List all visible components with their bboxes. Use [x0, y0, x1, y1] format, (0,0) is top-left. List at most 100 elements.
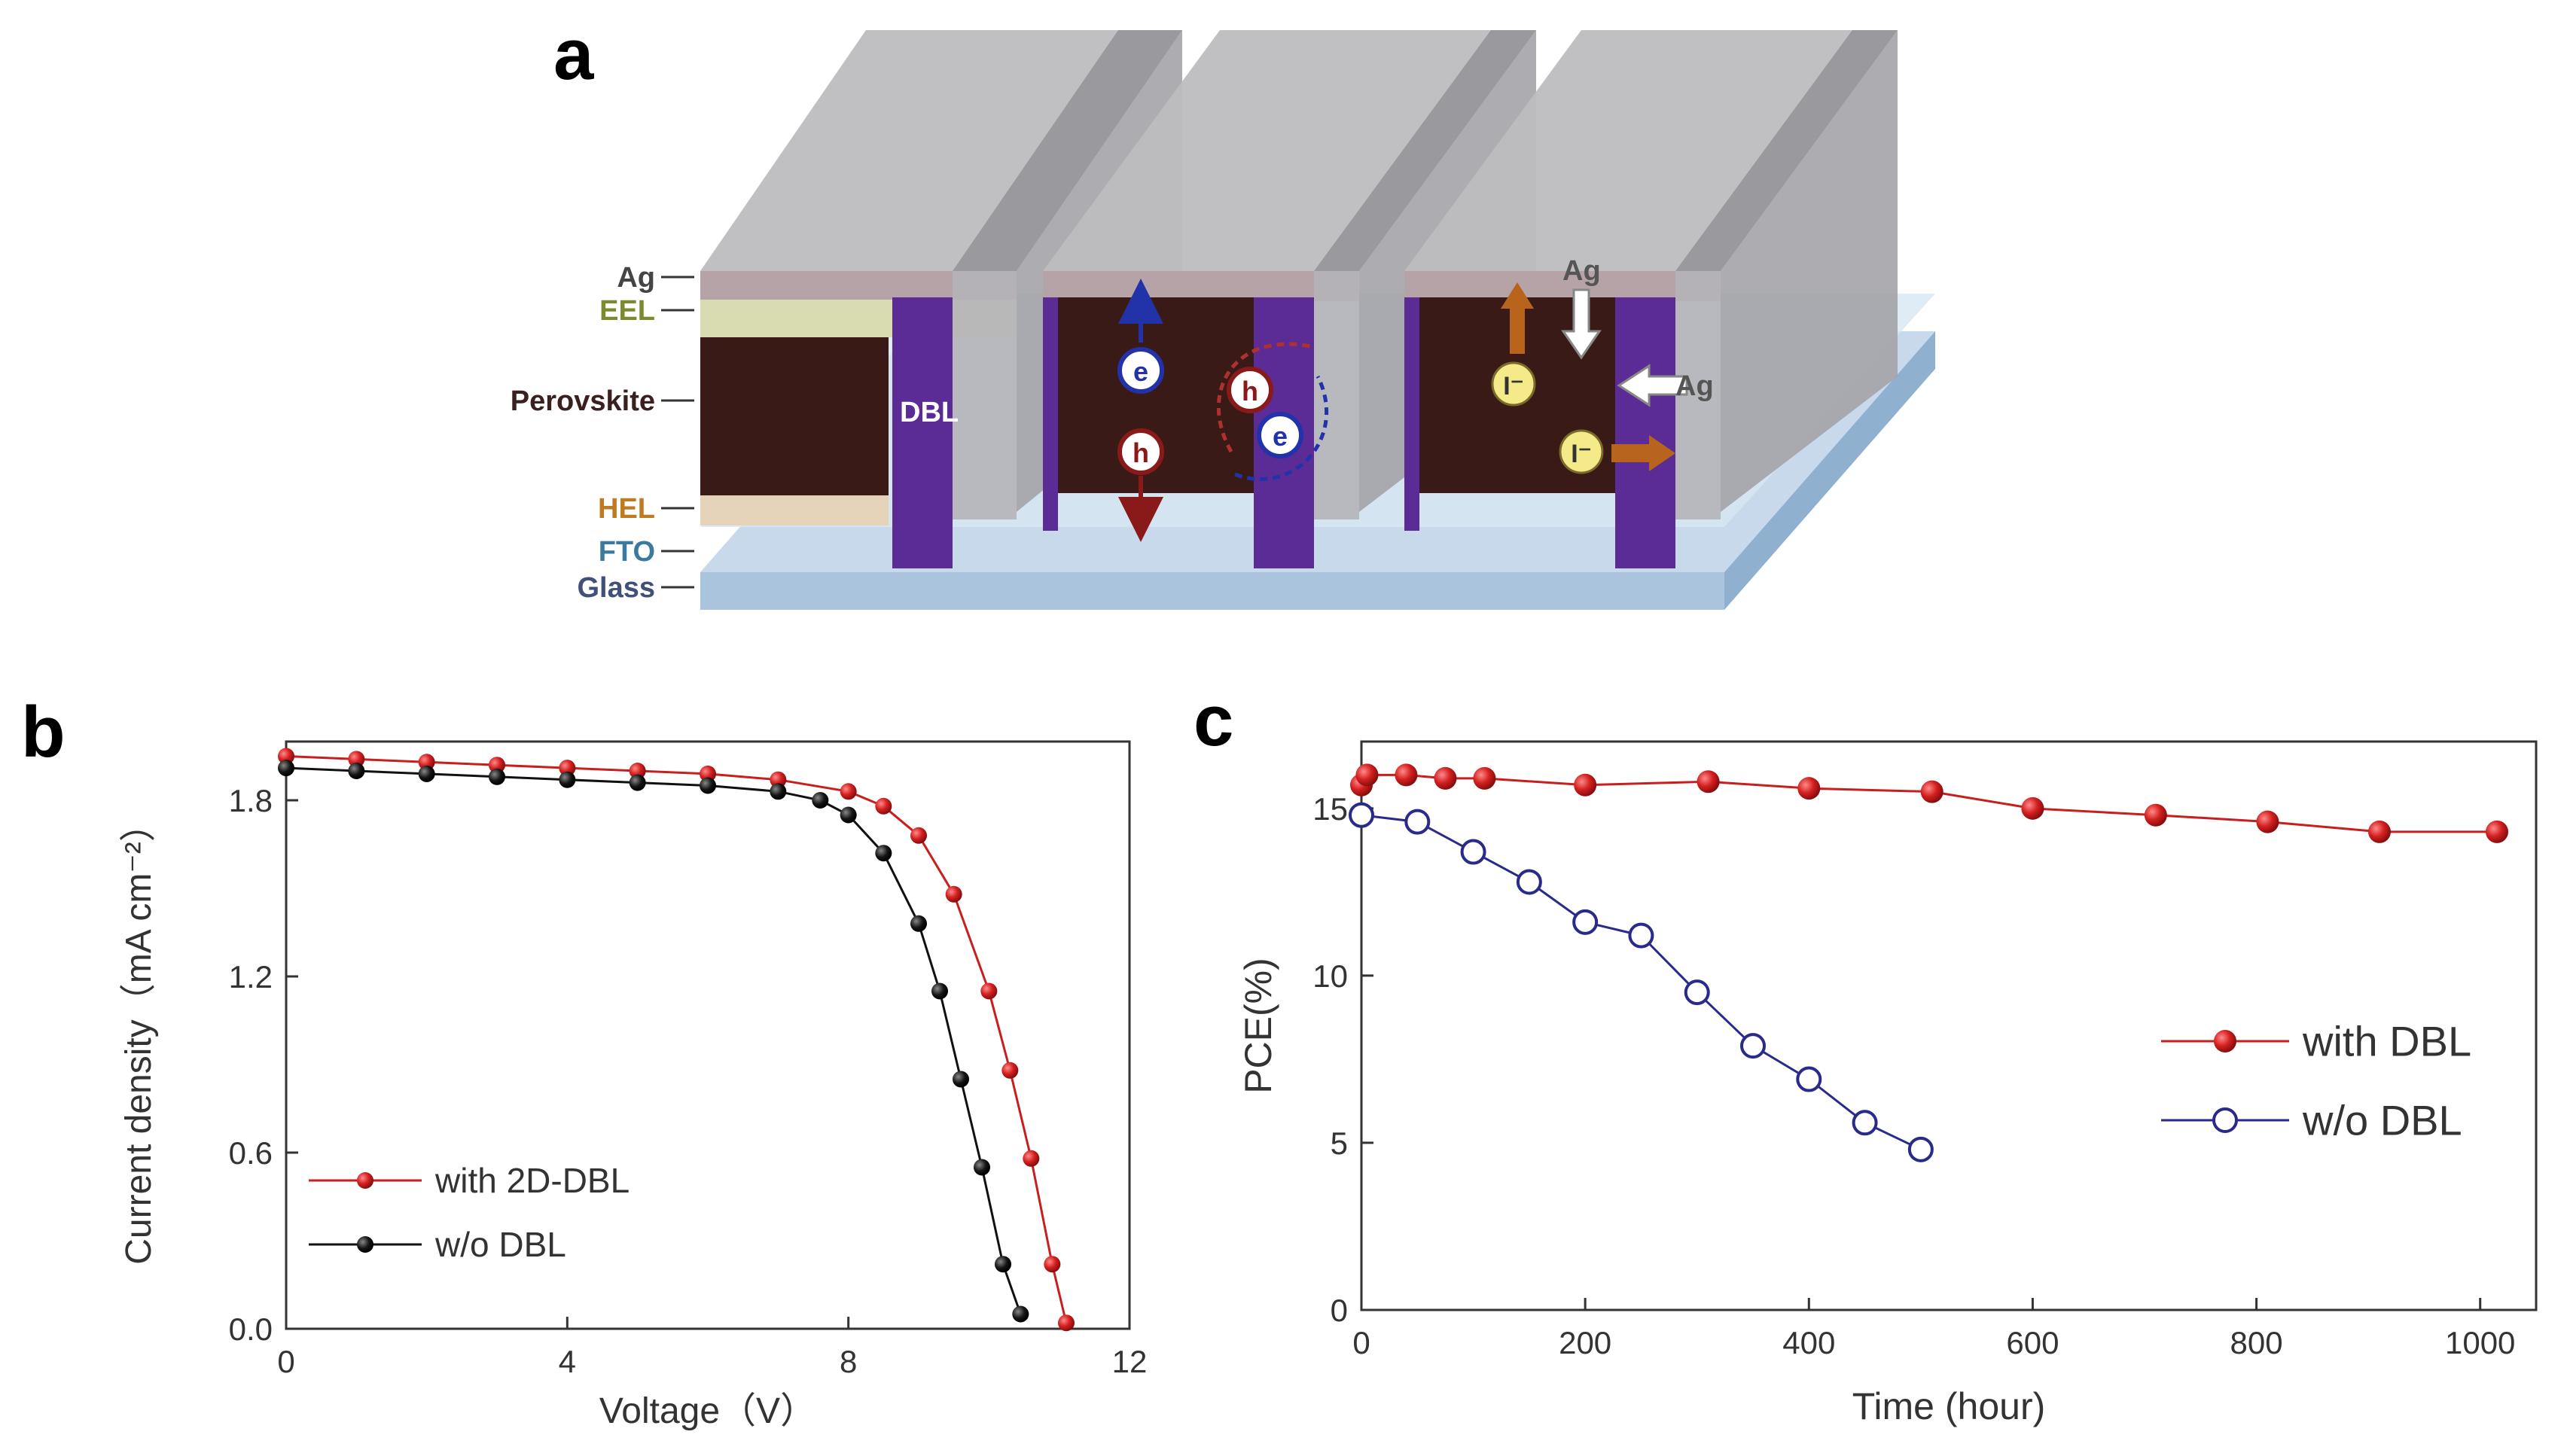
data-point [974, 1159, 990, 1176]
data-point [1684, 979, 1710, 1006]
data-point [1574, 773, 1597, 797]
data-point [1404, 809, 1431, 835]
data-point [278, 748, 294, 765]
iodide-icon-2 [1559, 429, 1604, 474]
panel-b-letter: b [21, 692, 66, 772]
y-tick-label: 15 [1312, 791, 1348, 827]
data-point [875, 797, 892, 815]
panel-a: a DBL [511, 14, 1935, 610]
data-point [418, 754, 435, 771]
data-point [1796, 1066, 1822, 1092]
x-axis-label: Voltage（V） [599, 1391, 816, 1431]
electron-icon [1117, 347, 1164, 394]
data-point [1349, 802, 1374, 828]
x-axis-label: Time (hour) [1852, 1385, 2046, 1427]
silver-label-top: Ag [1562, 255, 1601, 287]
y-tick-label: 1.2 [229, 959, 273, 995]
data-point [1473, 766, 1496, 790]
iodide-label: I⁻ [1503, 372, 1523, 401]
y-axis-label: Current density（mA cm⁻²） [119, 806, 159, 1264]
data-point [559, 771, 576, 788]
data-point [770, 771, 787, 788]
data-point [1697, 770, 1720, 793]
electron-label-recombination: e [1273, 421, 1288, 452]
iodide-label-2: I⁻ [1571, 440, 1591, 468]
legend-label: w/o DBL [2302, 1097, 2462, 1144]
data-point [980, 982, 998, 1000]
data-point [489, 768, 505, 785]
pce-stability-chart: 0 200 400 600 800 1000 0 5 10 15 Time (hour) PCE(%)… [1237, 740, 2538, 1427]
electron-label: e [1133, 356, 1148, 387]
data-point [348, 751, 365, 768]
legend-label: with DBL [2302, 1018, 2471, 1065]
x-tick-label: 8 [840, 1344, 857, 1379]
y-tick-label: 0 [1331, 1293, 1348, 1328]
data-point [875, 845, 892, 862]
x-tick-label: 600 [2006, 1325, 2059, 1360]
y-axis-label: PCE(%) [1237, 958, 1279, 1094]
x-tick-label: 12 [1112, 1344, 1148, 1379]
legend-marker [357, 1236, 373, 1253]
series-line-1 [285, 766, 1022, 1314]
data-point [1907, 1136, 1934, 1162]
data-point [840, 783, 857, 800]
dbl-layer [892, 297, 953, 568]
data-point [1572, 909, 1599, 935]
data-point [2144, 803, 2167, 827]
data-point [1740, 1033, 1766, 1059]
data-point [1460, 839, 1486, 865]
series-line-1 [1361, 814, 1922, 1151]
data-point [840, 806, 857, 824]
data-point [2256, 810, 2279, 833]
data-point [910, 827, 927, 844]
layer-label-glass: Glass [577, 572, 655, 604]
data-point [1355, 763, 1379, 787]
data-point [1012, 1305, 1029, 1323]
x-tick-label: 0 [277, 1344, 294, 1379]
data-point [1434, 766, 1457, 790]
data-point [700, 765, 716, 782]
hole-label: h [1133, 437, 1149, 468]
data-point [1395, 763, 1418, 787]
data-point [770, 783, 787, 800]
silver-label-side: Ag [1675, 370, 1714, 402]
panel-b: b 0 4 8 12 0.0 0.6 1.2 1.8 Voltage（V） Current den… [21, 692, 1147, 1431]
data-point [2368, 820, 2391, 843]
cell-right: I⁻ I⁻ Ag Ag [1404, 30, 1898, 568]
panel-a-letter: a [553, 14, 594, 95]
y-tick-label: 0.0 [229, 1311, 273, 1347]
data-point [1920, 780, 1944, 803]
data-point [1852, 1110, 1878, 1136]
legend-marker [2212, 1107, 2238, 1133]
data-point [418, 765, 435, 782]
hole-label-recombination: h [1242, 376, 1258, 407]
legend-marker [2214, 1030, 2236, 1052]
plot-frame [285, 740, 1131, 1330]
data-point [2021, 797, 2044, 820]
data-point [1516, 869, 1542, 895]
data-point [1628, 922, 1654, 949]
layer-label-ag: Ag [617, 262, 655, 294]
data-point [2486, 820, 2508, 843]
data-point [348, 763, 365, 779]
dbl-label: DBL [900, 397, 959, 428]
data-point [629, 763, 646, 779]
hole-icon-recombination [1227, 367, 1273, 413]
data-point [1058, 1314, 1075, 1332]
data-point [953, 1071, 969, 1088]
iodide-icon [1491, 361, 1536, 407]
panel-c: c 0 200 400 600 800 1000 0 5 10 15 Time (hour) PCE(… [1194, 681, 2538, 1427]
layer-label-hel: HEL [598, 493, 655, 525]
y-tick-label: 0.6 [229, 1135, 273, 1171]
layer-label-perovskite: Perovskite [511, 385, 655, 417]
panel-c-letter: c [1194, 681, 1233, 761]
data-point [1044, 1256, 1061, 1273]
series-line-0 [285, 755, 1068, 1323]
x-tick-label: 4 [559, 1344, 576, 1379]
x-tick-label: 1000 [2445, 1325, 2515, 1360]
x-tick-label: 800 [2230, 1325, 2283, 1360]
y-tick-label: 5 [1331, 1126, 1348, 1161]
data-point [1797, 777, 1821, 800]
